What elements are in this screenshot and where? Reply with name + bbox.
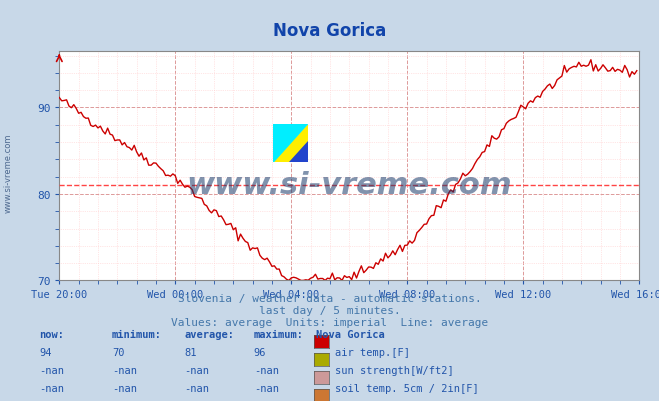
Text: soil temp. 5cm / 2in[F]: soil temp. 5cm / 2in[F]: [335, 383, 478, 393]
Text: soil temp. 10cm / 4in[F]: soil temp. 10cm / 4in[F]: [335, 400, 485, 401]
Text: -nan: -nan: [254, 400, 279, 401]
Text: Nova Gorica: Nova Gorica: [273, 22, 386, 40]
Text: -nan: -nan: [185, 400, 210, 401]
Text: maximum:: maximum:: [254, 330, 304, 340]
Text: -nan: -nan: [112, 383, 137, 393]
Text: -nan: -nan: [40, 383, 65, 393]
Text: -nan: -nan: [254, 365, 279, 375]
Text: www.si-vreme.com: www.si-vreme.com: [3, 133, 13, 212]
Text: -nan: -nan: [40, 400, 65, 401]
Polygon shape: [289, 142, 308, 162]
Text: average:: average:: [185, 330, 235, 340]
Text: air temp.[F]: air temp.[F]: [335, 347, 410, 357]
Text: Slovenia / weather data - automatic stations.: Slovenia / weather data - automatic stat…: [178, 294, 481, 304]
Polygon shape: [273, 124, 308, 162]
Text: Values: average  Units: imperial  Line: average: Values: average Units: imperial Line: av…: [171, 318, 488, 328]
Text: Nova Gorica: Nova Gorica: [316, 330, 385, 340]
Text: now:: now:: [40, 330, 65, 340]
Polygon shape: [273, 124, 308, 162]
Text: -nan: -nan: [254, 383, 279, 393]
Text: sun strength[W/ft2]: sun strength[W/ft2]: [335, 365, 453, 375]
Text: -nan: -nan: [40, 365, 65, 375]
Text: minimum:: minimum:: [112, 330, 162, 340]
Text: -nan: -nan: [112, 365, 137, 375]
Text: -nan: -nan: [185, 365, 210, 375]
Text: 70: 70: [112, 347, 125, 357]
Text: www.si-vreme.com: www.si-vreme.com: [186, 170, 512, 199]
Text: 81: 81: [185, 347, 197, 357]
Text: 94: 94: [40, 347, 52, 357]
Text: 96: 96: [254, 347, 266, 357]
Text: last day / 5 minutes.: last day / 5 minutes.: [258, 306, 401, 316]
Text: -nan: -nan: [112, 400, 137, 401]
Text: -nan: -nan: [185, 383, 210, 393]
